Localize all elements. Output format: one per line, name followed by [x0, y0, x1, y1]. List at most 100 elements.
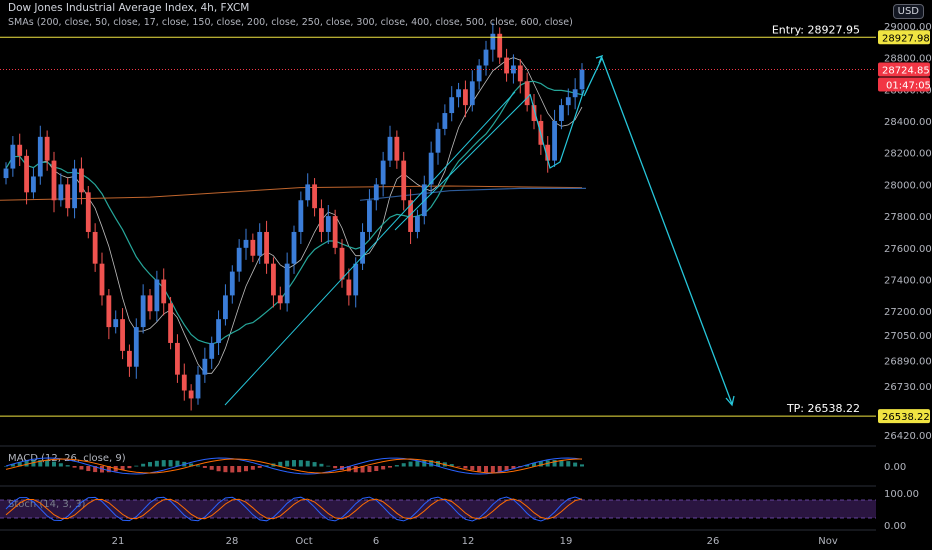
macd-histogram-bar: [65, 465, 70, 467]
candle: [449, 86, 455, 122]
price-tick-label: 29000.00: [884, 22, 932, 33]
candle-body: [517, 65, 523, 82]
candle: [319, 199, 324, 243]
candle: [99, 252, 105, 306]
macd-histogram-bar: [134, 465, 139, 467]
macd-histogram-bar: [367, 466, 372, 473]
candle-body: [188, 390, 194, 399]
macd-histogram-bar: [292, 460, 296, 467]
macd-histogram-bar: [449, 464, 454, 467]
candle: [243, 228, 249, 260]
entry-label: Entry: 28927.95: [772, 23, 860, 36]
macd-histogram-bar: [31, 460, 36, 467]
candle: [65, 178, 71, 217]
macd-histogram-bar: [374, 466, 379, 472]
candle: [353, 257, 359, 308]
candle-body: [449, 97, 455, 114]
candle-body: [168, 303, 173, 343]
macd-histogram-bar: [216, 466, 221, 472]
tp-price-tag-bg: [878, 409, 930, 424]
candle-body: [250, 239, 256, 256]
candle-body: [10, 144, 16, 169]
time-tick-label: 28: [226, 536, 239, 547]
candle: [229, 265, 235, 304]
candle-body: [373, 184, 379, 201]
macd-histogram-bar: [230, 466, 235, 473]
macd-histogram-bar: [264, 465, 269, 467]
macd-histogram-bar: [346, 466, 351, 472]
candle-body: [394, 136, 400, 161]
time-tick-label: Nov: [818, 536, 838, 547]
candle-body: [298, 200, 304, 232]
candle-body: [524, 81, 530, 106]
macd-histogram-bar: [257, 466, 262, 468]
stoch-band: [0, 500, 876, 518]
candle: [24, 149, 29, 205]
price-tick-label: 27200.00: [884, 307, 932, 318]
candle: [360, 223, 365, 271]
candle: [463, 80, 468, 118]
candle: [209, 336, 215, 369]
projection-arrowhead: [725, 395, 735, 407]
candle: [394, 130, 400, 169]
entry-price-tag-bg: [878, 30, 930, 45]
macd-histogram-bar: [436, 460, 440, 467]
stoch-d-line: [5, 498, 583, 520]
candle: [51, 151, 57, 213]
candle-body: [229, 271, 235, 296]
candle-body: [3, 168, 9, 179]
candle-body: [58, 184, 64, 201]
macd-histogram-bar: [45, 460, 50, 467]
candle-body: [408, 200, 413, 232]
macd-histogram-bar: [93, 466, 98, 473]
macd-histogram-bar: [285, 460, 290, 467]
candle: [524, 72, 530, 112]
candle-body: [305, 184, 311, 201]
macd-histogram-bar: [209, 466, 214, 470]
macd-histogram-bar: [161, 460, 166, 467]
candle-body: [106, 295, 112, 328]
candle-body: [497, 33, 503, 58]
candle: [435, 122, 441, 165]
candle: [250, 233, 256, 263]
candle: [490, 22, 496, 62]
candle: [154, 270, 160, 322]
macd-histogram-bar: [538, 461, 543, 467]
candle-body: [236, 247, 242, 272]
candle: [168, 296, 173, 350]
candle-body: [161, 279, 167, 304]
macd-label: MACD (12, 26, close, 9): [8, 453, 126, 464]
candle: [31, 167, 36, 199]
macd-histogram-bar: [120, 466, 125, 470]
trendline-support: [394, 94, 531, 231]
macd-histogram-bar: [278, 461, 283, 467]
candle-body: [367, 200, 372, 232]
candle-body: [401, 160, 407, 201]
candle: [113, 310, 119, 334]
macd-histogram-bar: [333, 466, 338, 469]
candle-body: [490, 33, 496, 50]
candle-body: [99, 263, 105, 296]
candle: [415, 209, 420, 239]
macd-histogram-bar: [305, 460, 310, 467]
candle: [517, 59, 523, 94]
candle: [181, 363, 187, 401]
candle-body: [140, 295, 146, 328]
currency-badge[interactable]: USD: [892, 4, 924, 19]
chart-title: Dow Jones Industrial Average Index, 4h, …: [8, 2, 250, 14]
candle: [58, 173, 64, 207]
last-price-tag: 28724.85: [882, 65, 930, 76]
candle-body: [531, 105, 537, 121]
candle: [216, 310, 221, 355]
stoch-tick-label: 100.00: [884, 489, 919, 500]
candle-body: [463, 89, 468, 106]
macd-histogram-bar: [237, 466, 242, 473]
candle-body: [17, 144, 23, 156]
candle: [469, 70, 475, 112]
candle: [72, 159, 77, 219]
macd-histogram-bar: [223, 466, 228, 473]
macd-histogram-bar: [525, 464, 530, 467]
macd-histogram-bar: [580, 464, 584, 467]
candle-body: [175, 342, 180, 375]
